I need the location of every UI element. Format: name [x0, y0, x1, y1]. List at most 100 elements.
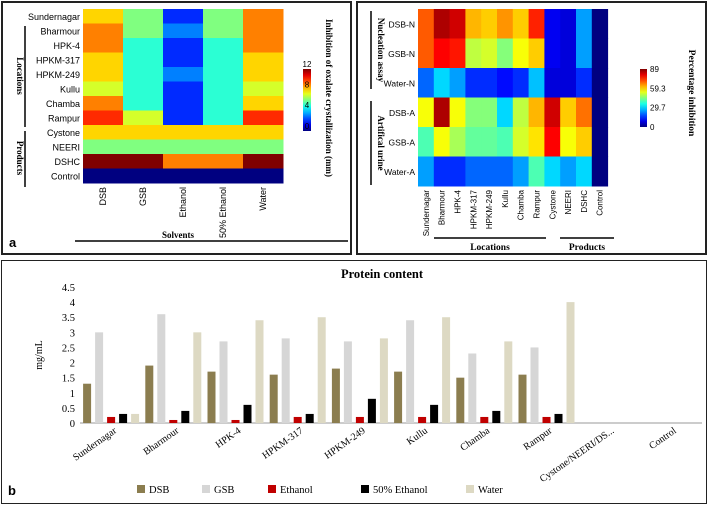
heatmap-c-cell	[433, 38, 451, 69]
heatmap-c-cell	[497, 68, 514, 98]
bar-water	[131, 413, 140, 423]
heatmap-a-row-label: HPKM-317	[36, 55, 80, 65]
heatmap-a-cell	[163, 9, 204, 24]
heatmap-a-cell	[243, 96, 284, 111]
heatmap-c-cell	[512, 156, 530, 187]
heatmap-c-cell	[497, 127, 514, 157]
heatmap-a-cell	[83, 9, 124, 24]
bar-ethanol	[169, 419, 178, 423]
y-tick-label: 3	[70, 328, 75, 339]
heatmap-c-row-label: Water-A	[384, 167, 415, 177]
bar-50-ethanol	[243, 404, 252, 423]
heatmap-a-cell	[163, 81, 204, 97]
heatmap-c-cell	[591, 68, 609, 98]
heatmap-c-cell	[560, 97, 577, 128]
heatmap-a-cell	[83, 23, 124, 39]
legend-label: Water	[478, 485, 503, 496]
heatmap-c-cell	[418, 97, 435, 128]
bar-water	[255, 320, 264, 423]
heatmap-c-col-label: Control	[596, 190, 605, 216]
heatmap-c-cell	[465, 97, 482, 128]
heatmap-a-cell	[163, 139, 204, 155]
bar-gsb	[219, 341, 228, 423]
heatmap-c-col-label: Kullu	[501, 190, 510, 208]
heatmap-c-cell	[528, 68, 545, 98]
heatmap-a-cell	[243, 125, 284, 140]
heatmap-c-cell	[497, 9, 514, 39]
heatmap-a-row-label: Cystone	[47, 128, 80, 138]
heatmap-c-cell	[497, 97, 514, 128]
y-tick-label: 1	[70, 389, 75, 400]
heatmap-c-cell	[449, 156, 466, 187]
bar-dsb	[518, 374, 527, 423]
heatmap-c-cell	[560, 156, 577, 187]
x-tick-label: HPKM-249	[323, 425, 368, 461]
bar-50-ethanol	[119, 413, 128, 423]
heatmap-c-cell	[449, 97, 466, 128]
heatmap-c-cell	[512, 97, 530, 128]
heatmap-a-cell	[163, 168, 204, 184]
heatmap-c-colorbar-tick: 89	[650, 65, 659, 74]
heatmap-c-cell	[418, 127, 435, 157]
heatmap-a-cell	[83, 52, 124, 68]
legend-swatch	[137, 485, 145, 493]
bar-gsb	[343, 341, 352, 423]
protein-chart-svg: Protein content 0 0.5 1 1.5 2 2.5 3 3.5 4 4.5 mg/mL…	[8, 267, 702, 498]
chart-title: Protein content	[341, 267, 424, 281]
heatmap-a-cell	[243, 23, 284, 39]
heatmap-a-col-label: 50% Ethanol	[218, 187, 228, 238]
chart-panel-letter: b	[8, 483, 16, 498]
legend-swatch	[268, 485, 276, 493]
bar-gsb	[530, 347, 539, 423]
heatmap-a-locations-label: Locations	[15, 57, 25, 95]
x-tick-label: HPKM-317	[260, 425, 305, 461]
heatmap-c-col-label: HPKM-317	[469, 189, 478, 229]
heatmap-c-cell	[544, 9, 561, 39]
x-tick-label: Sundernagar	[71, 425, 119, 463]
heatmap-c-cell	[576, 127, 593, 157]
legend-label: Ethanol	[280, 485, 313, 496]
heatmap-c-cell	[449, 9, 466, 39]
heatmap-c-cell	[591, 97, 609, 128]
heatmap-c-cell	[481, 9, 498, 39]
heatmap-a-svg: Sundernagar Bharmour HPK-4 HPKM-317 HPKM-249…	[9, 9, 348, 250]
heatmap-a-panel-letter: a	[9, 235, 17, 250]
heatmap-c-urine-label: Artifical urine	[376, 115, 386, 170]
legend-swatch	[202, 485, 210, 493]
heatmap-c-cbar-label: Percentage inhibition	[686, 50, 696, 137]
heatmap-c-colorbar-tick: 0	[650, 123, 655, 132]
heatmap-a-row-label: HPK-4	[53, 41, 80, 51]
heatmap-c-col-label: HPKM-249	[485, 189, 494, 229]
heatmap-a-cell	[123, 125, 164, 140]
bar-dsb	[207, 371, 216, 423]
bar-dsb	[394, 371, 403, 423]
y-tick-label: 0	[70, 419, 75, 430]
heatmap-c-col-label: Sundernagar	[422, 190, 431, 237]
bar-water	[379, 338, 388, 423]
heatmap-c-cell	[560, 68, 577, 98]
heatmap-a-row-label: NEERI	[52, 142, 80, 152]
y-axis-label: mg/mL	[34, 340, 45, 369]
heatmap-a-cell	[163, 110, 204, 126]
heatmap-a-cell	[203, 96, 244, 111]
heatmap-a-cell	[203, 110, 244, 126]
heatmap-c-locations-label: Locations	[470, 243, 510, 253]
heatmap-c-cell	[512, 9, 530, 39]
y-tick-label: 3.5	[62, 313, 75, 324]
heatmap-c-colorbar-tick: 59.3	[650, 84, 666, 93]
heatmap-a-xlabel: Solvents	[162, 230, 195, 240]
heatmap-c-cell	[544, 38, 561, 69]
x-tick-label: Bharmour	[141, 425, 181, 458]
heatmap-a-cell	[83, 38, 124, 53]
heatmap-c-row-label: GSB-A	[389, 137, 416, 147]
heatmap-c-row-label: DSB-N	[389, 19, 415, 29]
heatmap-c-col-label: Rampur	[533, 190, 542, 219]
bar-dsb	[269, 374, 278, 423]
heatmap-c-cell	[528, 9, 545, 39]
heatmap-a-cell	[243, 81, 284, 97]
heatmap-a-row-label: Kullu	[60, 84, 80, 94]
heatmap-c-nucleation-label: Nucleation assay	[376, 18, 386, 83]
heatmap-c-cell	[512, 68, 530, 98]
heatmap-c-cell	[418, 156, 435, 187]
heatmap-c-cell	[433, 127, 451, 157]
